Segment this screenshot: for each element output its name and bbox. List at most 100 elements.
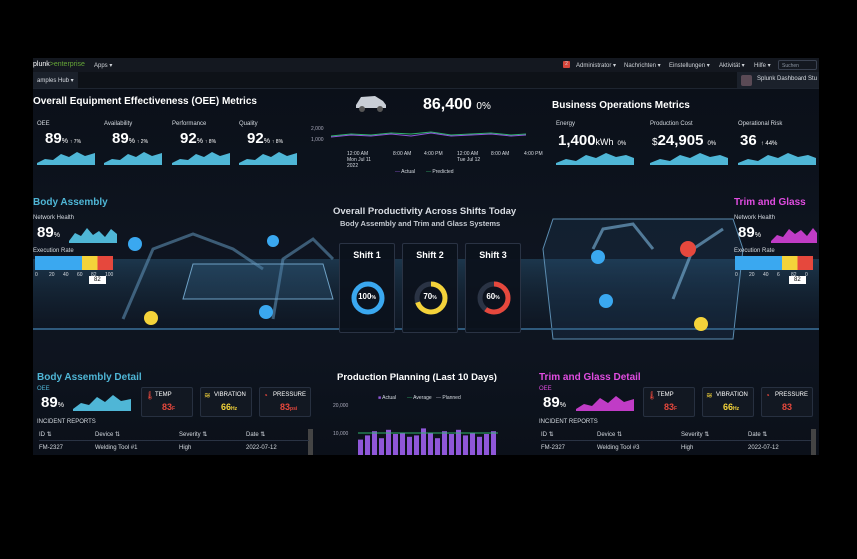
apps-menu[interactable]: Apps ▾	[94, 63, 113, 69]
thermometer-icon: 🌡	[145, 391, 156, 400]
table-divider	[39, 440, 309, 441]
scrollbar[interactable]	[811, 429, 816, 455]
tg-network-health-value: 89%	[738, 224, 761, 241]
trim-glass-title: Trim and Glass	[734, 197, 806, 208]
sensor-card-press[interactable]: ◔ PRESSURE 83psi	[259, 387, 311, 417]
shift-donut	[351, 281, 385, 315]
production-total: 86,400 0%	[423, 96, 491, 113]
business-metric-value: 1,400kWh 0%	[558, 132, 627, 149]
planning-bar	[407, 436, 412, 455]
table-cell: Welding Tool #3	[597, 445, 640, 451]
sensor-card-temp[interactable]: 🌡 TEMP 83F	[141, 387, 193, 417]
sensor-value: 66Hz	[221, 402, 238, 412]
oee-metric-value: 89% ↑ 7%	[45, 130, 82, 147]
examples-hub-menu[interactable]: amples Hub ▾	[33, 72, 78, 88]
notification-badge[interactable]: 2	[563, 61, 570, 68]
scrollbar[interactable]	[308, 429, 313, 455]
table-header[interactable]: Date ⇅	[748, 432, 768, 438]
sensor-card-vib[interactable]: ≋ VIBRATION 66Hz	[200, 387, 252, 417]
app-title[interactable]: Splunk Dashboard Stu	[737, 72, 819, 88]
sensor-label: TEMP	[657, 392, 674, 398]
shift-label: Shift 1	[353, 250, 381, 260]
network-health-value: 89%	[37, 224, 60, 241]
production-line-chart: 2,000 1,000	[311, 126, 527, 143]
table-header[interactable]: Device ⇅	[95, 432, 121, 438]
table-cell: High	[681, 445, 694, 451]
planning-bar	[463, 435, 468, 455]
x-tick: 8:00 AM	[491, 151, 510, 157]
table-header[interactable]: Severity ⇅	[681, 432, 710, 438]
shift-value: 70%	[423, 292, 437, 301]
gauge-icon: ◔	[263, 391, 268, 400]
execution-marker: 82	[89, 276, 106, 284]
app-icon	[741, 75, 752, 86]
sensor-card-press[interactable]: ◔ PRESSURE 83	[761, 387, 813, 417]
productivity-title: Overall Productivity Across Shifts Today	[333, 206, 517, 217]
gauge-tick: 40	[63, 272, 69, 278]
table-header[interactable]: Device ⇅	[597, 432, 623, 438]
oee-metric-label: Availability	[104, 121, 133, 127]
business-metric-label: Operational Risk	[738, 121, 783, 127]
tg-incidents-label: INCIDENT REPORTS	[539, 419, 598, 425]
truck-icon	[356, 96, 386, 112]
admin-menu[interactable]: Administrator ▾	[576, 63, 617, 69]
productivity-subtitle: Body Assembly and Trim and Glass Systems	[340, 219, 501, 228]
gauge-tick: 82	[91, 272, 97, 278]
table-header[interactable]: Date ⇅	[246, 432, 266, 438]
activity-menu[interactable]: Aktivität ▾	[719, 63, 745, 69]
planning-title: Production Planning (Last 10 Days)	[337, 372, 497, 383]
gauge-tick: 40	[763, 272, 769, 278]
y-tick: 10,000	[333, 431, 349, 437]
shift-card[interactable]: Shift 3 60%	[465, 243, 521, 333]
table-cell: 2022-07-12	[246, 445, 277, 451]
shift-card[interactable]: Shift 2 70%	[402, 243, 458, 333]
gauge-tick: 0	[35, 272, 38, 278]
oee-metric-label: OEE	[37, 121, 50, 127]
sensor-card-temp[interactable]: 🌡 TEMP 83F	[643, 387, 695, 417]
table-cell: High	[179, 445, 192, 451]
shift-value: 100%	[358, 292, 376, 301]
table-cell: Welding Tool #1	[95, 445, 138, 451]
planning-legend-item: ■ Actual	[378, 395, 397, 401]
table-cell: FM-2327	[541, 445, 566, 451]
oee-sparkline	[37, 147, 95, 165]
tg-detail-title: Trim and Glass Detail	[539, 372, 641, 383]
table-cell: 2022-07-12	[748, 445, 779, 451]
oee-title: Overall Equipment Effectiveness (OEE) Me…	[33, 96, 257, 107]
gauge-tick: 20	[749, 272, 755, 278]
app-bar: amples Hub ▾ Splunk Dashboard Stu	[33, 72, 819, 89]
table-divider	[541, 440, 811, 441]
shift-donut	[414, 281, 448, 315]
logo-text-brand: >enterprise	[49, 61, 85, 68]
legend-actual: — Actual	[395, 169, 416, 175]
shift-value: 60%	[486, 292, 500, 301]
tg-execution-marker: 82	[789, 276, 806, 284]
table-header[interactable]: ID ⇅	[541, 432, 554, 438]
search-input[interactable]: Suchen	[778, 60, 817, 70]
planning-bar	[386, 429, 391, 455]
help-menu[interactable]: Hilfe ▾	[754, 63, 771, 69]
shift-card[interactable]: Shift 1 100%	[339, 243, 395, 333]
ba-incidents-label: INCIDENT REPORTS	[37, 419, 96, 425]
settings-menu[interactable]: Einstellungen ▾	[669, 63, 710, 69]
table-header[interactable]: ID ⇅	[39, 432, 52, 438]
business-metric-value: $24,905 0%	[652, 132, 717, 149]
sensor-card-vib[interactable]: ≋ VIBRATION 66Hz	[702, 387, 754, 417]
messages-menu[interactable]: Nachrichten ▾	[624, 63, 661, 69]
planning-bar	[442, 431, 447, 455]
y-tick: 1,000	[311, 137, 324, 143]
gauge-tick: 0	[735, 272, 738, 278]
planning-bar	[449, 434, 454, 455]
sensor-value: 83	[782, 402, 793, 412]
tg-oee-sparkline	[576, 396, 634, 411]
browser-frame: plunk>enterprise Apps ▾ 2 Administrator …	[33, 58, 819, 455]
table-cell: FM-2327	[39, 445, 64, 451]
gauge-tick: 60	[77, 272, 83, 278]
gauge-tick: 6	[777, 272, 780, 278]
planning-bar	[491, 431, 496, 455]
legend-predicted: — Predicted	[426, 169, 454, 175]
table-header[interactable]: Severity ⇅	[179, 432, 208, 438]
body-assembly-title: Body Assembly	[33, 197, 108, 208]
splunk-logo[interactable]: plunk>enterprise	[33, 61, 85, 68]
planning-bar	[372, 431, 377, 455]
